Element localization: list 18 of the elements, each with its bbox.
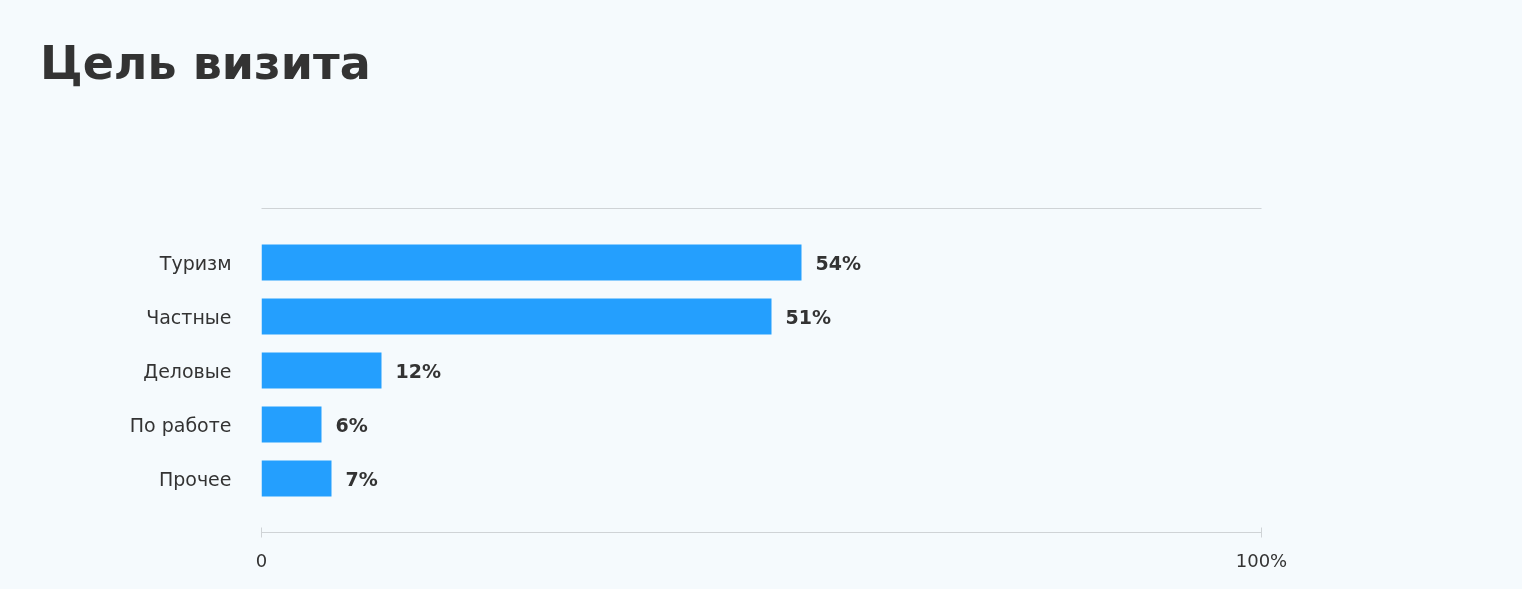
y-tick-label: Туризм bbox=[158, 251, 232, 274]
data-label: 12% bbox=[395, 359, 441, 382]
data-label: 6% bbox=[335, 413, 368, 436]
data-label: 54% bbox=[815, 251, 861, 274]
data-label: 7% bbox=[345, 467, 378, 490]
bar bbox=[261, 406, 322, 443]
y-tick-label: Прочее bbox=[158, 467, 232, 490]
bar bbox=[261, 298, 772, 335]
bar bbox=[261, 460, 332, 497]
y-tick-label: Деловые bbox=[143, 359, 232, 382]
x-tick-label: 100% bbox=[1235, 549, 1288, 571]
chart-title: Цель визита bbox=[40, 36, 371, 90]
y-tick-label: По работе bbox=[129, 413, 232, 436]
y-tick-label: Частные bbox=[146, 305, 232, 328]
data-label: 51% bbox=[785, 305, 831, 328]
x-tick-label: 0 bbox=[255, 549, 268, 571]
bar bbox=[261, 352, 382, 389]
bar bbox=[261, 244, 802, 281]
